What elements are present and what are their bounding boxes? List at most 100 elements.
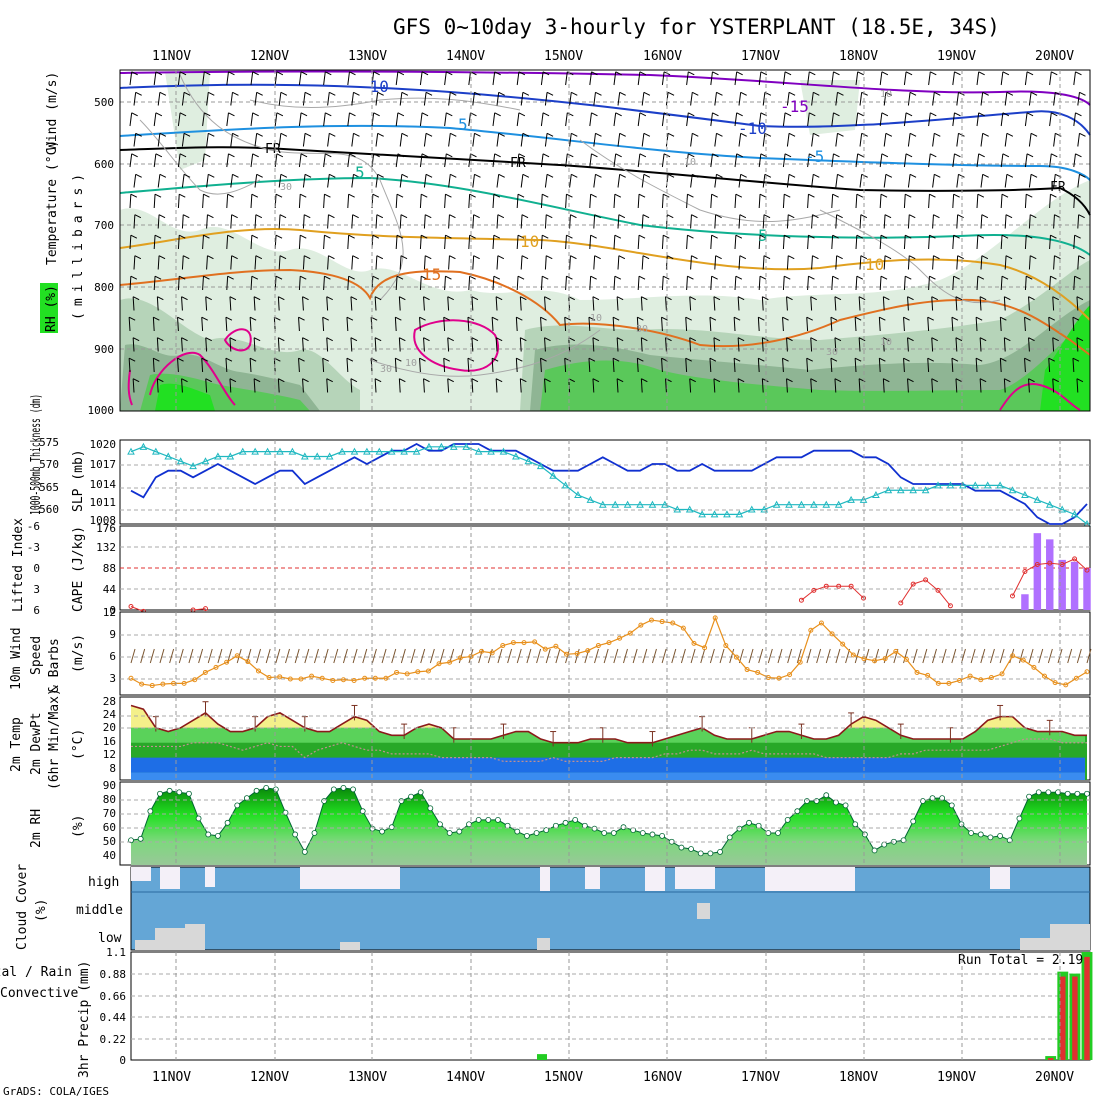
lifted-index-line <box>801 585 864 601</box>
wind-barb-flag <box>861 91 868 96</box>
wind-barb-flag <box>493 234 501 239</box>
wind-barb-flag <box>832 275 839 280</box>
wind-barb <box>565 153 568 168</box>
wind-barb <box>686 153 689 168</box>
wind-barb <box>786 378 788 393</box>
wind-barb <box>584 648 590 664</box>
wind-barb-flag <box>374 296 382 301</box>
lifted-index-point <box>910 581 916 587</box>
rh-point <box>919 798 926 804</box>
wind-barb <box>665 296 667 311</box>
wind-barb <box>294 648 300 664</box>
wind-barb <box>640 337 643 352</box>
wind-barb-flag <box>1001 275 1009 280</box>
panel-border <box>119 611 1091 696</box>
wind-speed-point <box>797 659 803 665</box>
wind-barb <box>903 153 907 168</box>
wind-barb-flag <box>157 337 164 342</box>
thickness-point <box>834 500 843 508</box>
panel-border <box>130 866 1091 951</box>
wind-barb <box>1076 648 1082 664</box>
wind-barb-flag <box>130 234 138 239</box>
wind-barb <box>807 71 810 86</box>
wind-barb <box>448 92 451 106</box>
wind-barb-flag <box>1048 357 1055 362</box>
wind-barb <box>690 174 693 188</box>
thickness-point <box>524 457 533 465</box>
wind-barb-flag <box>397 71 405 76</box>
wind-barb <box>323 194 325 209</box>
wind-barb <box>1049 194 1051 209</box>
thickness-point <box>685 505 694 513</box>
wind-barb <box>526 648 532 664</box>
rh-point <box>977 831 984 838</box>
thickness-point <box>164 452 173 460</box>
wind-barb-flag <box>590 275 597 280</box>
wind-barb-flag <box>812 255 819 260</box>
wind-barb <box>468 194 471 209</box>
y-tick: 40 <box>103 849 116 862</box>
wind-barb <box>129 112 133 127</box>
wind-barb-flag <box>688 112 695 117</box>
thickness-point <box>996 481 1004 489</box>
wind-barb-flag <box>128 316 136 321</box>
wind-barb-flag <box>977 193 985 198</box>
wind-barb-flag <box>450 173 457 178</box>
wind-barb <box>202 276 204 291</box>
wind-barb <box>206 92 209 106</box>
wind-barb <box>665 337 667 352</box>
lifted-index-point <box>947 603 953 609</box>
wind-barb <box>623 648 628 664</box>
wind-barb <box>1077 214 1080 229</box>
rh-point <box>736 825 743 832</box>
wind-speed-point <box>733 654 739 660</box>
wind-barb <box>1028 648 1034 664</box>
wind-barb-flag <box>667 255 674 260</box>
wind-barb <box>298 153 302 168</box>
wind-barb-flag <box>833 153 840 158</box>
wind-speed-point <box>298 676 304 682</box>
rh-contour-label: 30 <box>636 324 648 335</box>
wind-barb <box>1072 358 1075 373</box>
wind-barb <box>758 235 761 250</box>
wind-barb <box>761 378 764 393</box>
y-tick: 0.66 <box>100 990 127 1003</box>
wind-barb-flag <box>1026 153 1034 158</box>
wind-barb <box>128 358 131 373</box>
wind-barb-flag <box>1079 91 1086 96</box>
wind-barb-flag <box>399 296 406 301</box>
wind-barb <box>201 358 204 373</box>
wind-barb <box>952 71 955 86</box>
wind-speed-point <box>691 640 697 646</box>
y-tick: 44 <box>103 583 117 596</box>
wind-barb <box>181 92 185 106</box>
wind-barb <box>637 112 641 127</box>
wind-barb-flag <box>469 193 476 198</box>
wind-barb-flag <box>279 255 287 260</box>
wind-barb-flag <box>181 337 188 342</box>
wind-barb-flag <box>1074 234 1081 239</box>
wind-barb <box>394 317 397 332</box>
wind-barb-flag <box>491 316 499 321</box>
wind-barb <box>565 276 567 291</box>
rh-contour-label: 10 <box>684 157 696 168</box>
wind-speed-point <box>967 673 973 679</box>
wind-barb-flag <box>588 357 596 362</box>
wind-barb-flag <box>544 337 551 342</box>
thickness-point <box>226 452 235 460</box>
wind-barb-flag <box>930 153 937 158</box>
wind-barb-flag <box>786 337 793 342</box>
wind-barb-flag <box>832 234 839 239</box>
wind-barb <box>133 214 136 229</box>
wind-barb-flag <box>348 234 355 239</box>
wind-barb <box>999 648 1005 664</box>
wind-barb-flag <box>324 275 331 280</box>
rh-point <box>147 808 154 815</box>
wind-barb <box>375 92 379 106</box>
wind-barb-flag <box>782 357 789 362</box>
day-label: 13NOV <box>348 1070 387 1085</box>
wind-barb <box>399 133 403 147</box>
wind-barb <box>1028 174 1032 188</box>
wind-barb-flag <box>685 357 692 362</box>
wind-barb <box>830 317 833 332</box>
